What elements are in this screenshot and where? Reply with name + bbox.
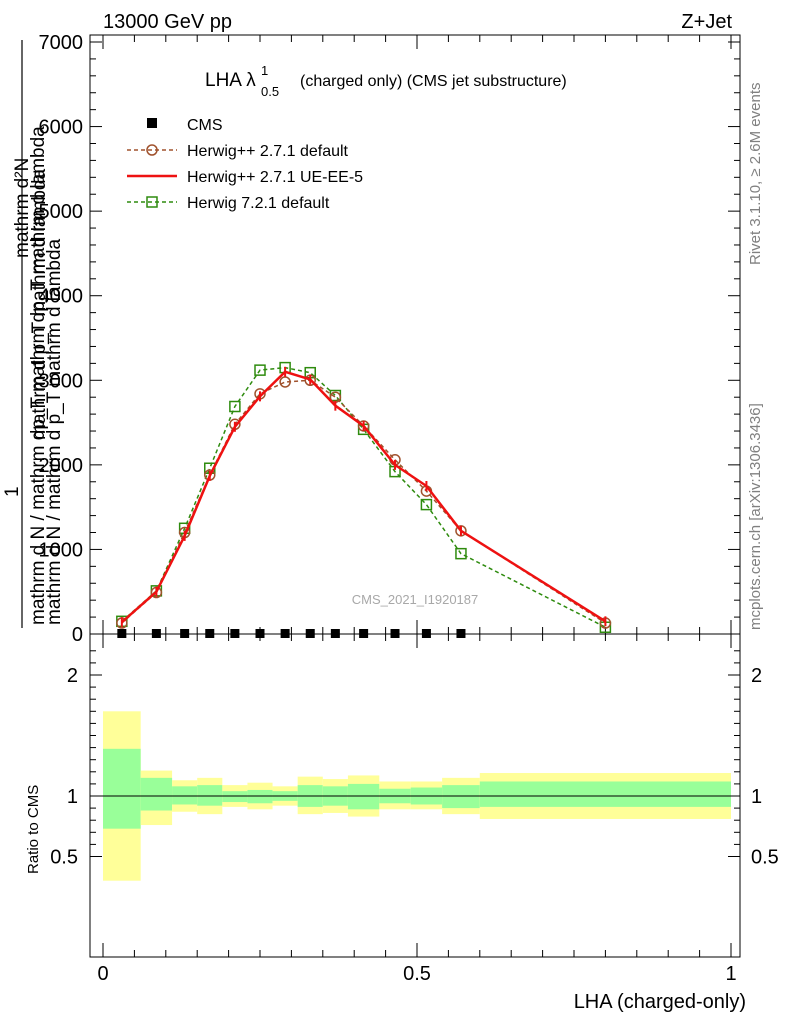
legend: CMS Herwig++ 2.7.1 default Herwig++ 2.7.… bbox=[127, 117, 363, 212]
plot-title-sup: 1 bbox=[261, 63, 268, 78]
legend-label-herwig72: Herwig 7.2.1 default bbox=[187, 195, 330, 212]
ratio-y-tick-label: 0.5 bbox=[50, 847, 78, 869]
ratio-y-axis: 0.5 0.5 1 1 2 2 bbox=[50, 650, 779, 869]
main-y-tick-label: 0 bbox=[72, 624, 83, 646]
process-label: Z+Jet bbox=[681, 11, 732, 33]
herwig-default-point bbox=[279, 376, 291, 388]
plot-title-rest: (charged only) (CMS jet substructure) bbox=[300, 73, 567, 90]
series-line-herwig-2-7-1-default bbox=[121, 379, 606, 624]
ylabel-main: mathrm d N / mathrm d p_T mathrm d lambd… bbox=[44, 238, 65, 625]
ratio-band-inner bbox=[347, 783, 380, 810]
legend-label-cms: CMS bbox=[187, 117, 223, 134]
ylabel-numerator-2: mathrm d p_T mathrm d lambda bbox=[29, 169, 50, 440]
ratio-y-tick-label: 1 bbox=[67, 786, 78, 808]
herwig72-point bbox=[420, 498, 433, 511]
main-y-tick-label: 7000 bbox=[39, 32, 84, 54]
x-tick-label: 0.5 bbox=[403, 963, 431, 985]
ratio-band-inner bbox=[222, 791, 248, 803]
ylabel-one: 1 bbox=[2, 486, 23, 497]
plot-title-main: LHA λ bbox=[205, 70, 256, 91]
main-y-axis-label: mathrm d²N mathrm d p_T mathrm d lambda … bbox=[2, 40, 65, 628]
x-tick-label: 1 bbox=[725, 963, 736, 985]
herwig72-point bbox=[229, 400, 241, 413]
main-y-tick-label: 2000 bbox=[39, 455, 84, 477]
ratio-y-tick-label: 2 bbox=[67, 665, 78, 687]
series-line-herwig-2-7-1-ue-ee-5 bbox=[121, 370, 607, 624]
legend-label-herwig-default: Herwig++ 2.7.1 default bbox=[187, 143, 349, 160]
ratio-x-axis: 0 0.5 1 bbox=[97, 634, 737, 985]
ratio-y-label: Ratio to CMS bbox=[25, 785, 42, 874]
x-tick-label: 0 bbox=[97, 963, 108, 985]
main-y-tick-label: 4000 bbox=[39, 286, 84, 308]
plot-title-sub: 0.5 bbox=[261, 84, 279, 99]
series-line-herwig-7-2-1-default bbox=[121, 366, 606, 628]
x-axis-label: LHA (charged-only) bbox=[574, 991, 746, 1013]
main-y-tick-label: 1000 bbox=[39, 539, 84, 561]
main-y-tick-label: 6000 bbox=[39, 117, 84, 139]
ratio-band-inner bbox=[172, 786, 198, 805]
legend-label-herwig-ueee5: Herwig++ 2.7.1 UE-EE-5 bbox=[187, 169, 363, 186]
ratio-band-inner bbox=[479, 781, 731, 807]
mcplots-info: mcplots.cern.ch [arXiv:1306.3436] bbox=[747, 403, 764, 630]
herwig72-point bbox=[455, 547, 467, 560]
ratio-y-tick-label-right: 1 bbox=[751, 786, 762, 808]
analysis-watermark: CMS_2021_I1920187 bbox=[352, 592, 479, 607]
ratio-band-inner bbox=[247, 789, 273, 804]
main-y-tick-label: 5000 bbox=[39, 201, 84, 223]
ratio-band-inner bbox=[103, 748, 141, 829]
herwig72-point bbox=[254, 364, 266, 376]
legend-marker-herwig72 bbox=[146, 196, 158, 208]
ratio-band-inner bbox=[442, 785, 480, 809]
energy-label: 13000 GeV pp bbox=[103, 11, 232, 33]
main-y-axis: 0 1000 2000 3000 4000 5000 6000 7000 bbox=[39, 32, 740, 646]
main-x-ticks bbox=[102, 35, 732, 634]
ratio-plot-panel: 0.5 0.51 12 2 0 0.5 1 Ratio to CMS LHA (charg… bbox=[25, 633, 779, 1013]
ratio-band-inner bbox=[140, 777, 173, 811]
rivet-info: Rivet 3.1.10, ≥ 2.6M events bbox=[747, 83, 764, 266]
ratio-y-tick-label-right: 0.5 bbox=[751, 847, 779, 869]
ratio-band-inner bbox=[197, 785, 223, 806]
ratio-y-tick-label-right: 2 bbox=[751, 665, 762, 687]
main-y-tick-label: 3000 bbox=[39, 370, 84, 392]
legend-marker-herwig-default bbox=[146, 144, 158, 156]
legend-marker-cms bbox=[147, 118, 157, 128]
ylabel-denominator: mathrm d N / mathrm dp_T mathrm dp_T mat… bbox=[28, 126, 49, 625]
main-plot-panel: 0 1000 2000 3000 4000 5000 6000 7000 LHA λ 1 0.… bbox=[2, 32, 741, 646]
plot-title: LHA λ 1 0.5 (charged only) (CMS jet subs… bbox=[205, 63, 567, 99]
